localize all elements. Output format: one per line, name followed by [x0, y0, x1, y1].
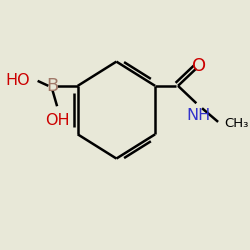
Text: CH₃: CH₃	[224, 117, 248, 130]
Text: HO: HO	[5, 73, 29, 88]
Text: O: O	[192, 57, 206, 75]
Text: B: B	[46, 77, 59, 95]
Text: OH: OH	[45, 113, 70, 128]
Text: NH: NH	[186, 108, 211, 123]
